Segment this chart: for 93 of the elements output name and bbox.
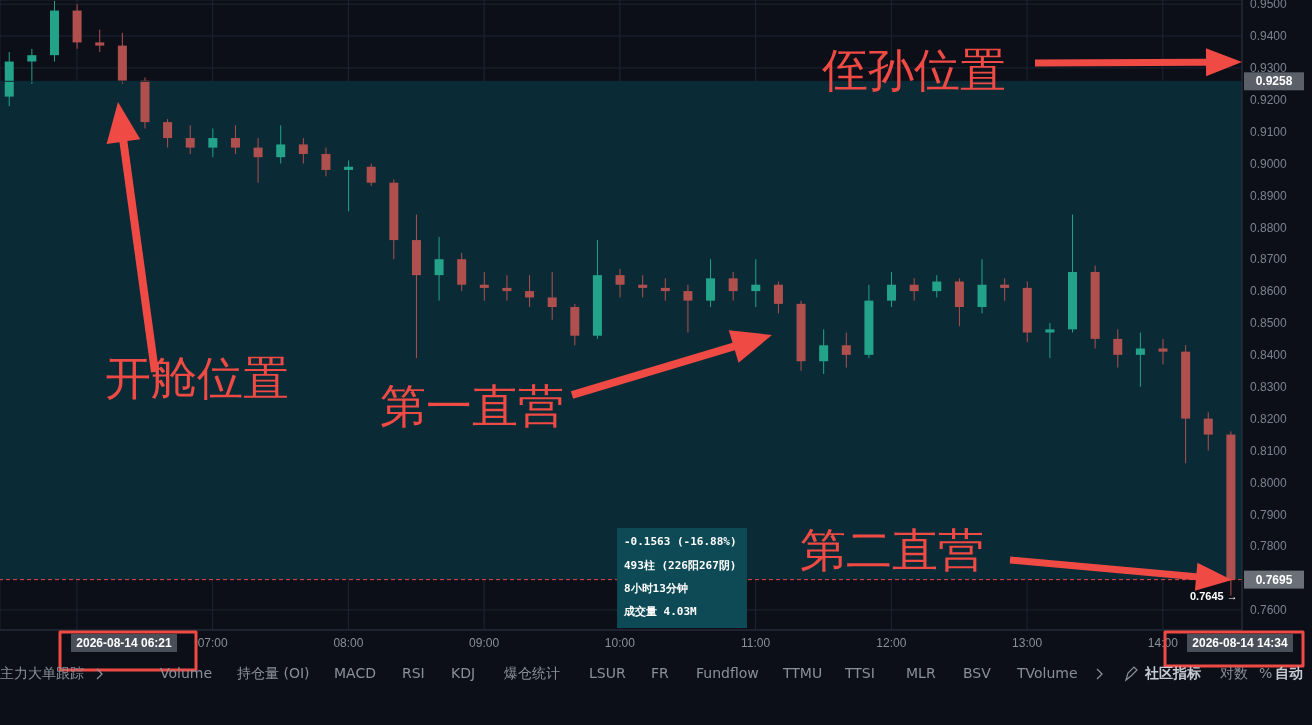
y-tick-label: 0.8900	[1250, 188, 1288, 203]
candlestick	[1000, 277, 1010, 302]
y-tick-label: 0.8300	[1250, 380, 1288, 394]
x-tick-label: 09:00	[469, 635, 500, 650]
candlestick	[185, 124, 195, 155]
y-tick-label: 0.8800	[1250, 220, 1288, 235]
y-tick-label: 0.8700	[1250, 252, 1288, 267]
text: Fundflow	[696, 665, 759, 681]
y-tick-label: 0.8000	[1250, 475, 1288, 490]
candlestick	[321, 147, 331, 177]
candlestick	[1113, 328, 1123, 369]
x-tick-label: 10:00	[604, 635, 636, 650]
annotation: 第二直营	[800, 523, 984, 577]
candlestick	[932, 274, 942, 298]
text: MLR	[906, 665, 936, 681]
y-tick-label: 0.7600	[1250, 603, 1288, 618]
annotation: 开舱位置	[105, 351, 289, 405]
text: BSV	[963, 665, 991, 681]
candlestick	[344, 159, 354, 212]
annotation: 侄孙位置	[822, 43, 1006, 97]
text: 2026-08-14 14:34	[1187, 634, 1293, 652]
y-tick-label: 0.8200	[1250, 411, 1288, 426]
x-tick-label: 11:00	[741, 635, 771, 650]
y-tick-label: 0.8600	[1250, 284, 1288, 299]
text: TVolume	[1017, 665, 1078, 681]
x-tick-label: 08:00	[333, 635, 364, 650]
ref-line-label: 0.7695	[1255, 572, 1293, 587]
text: TTMU	[783, 665, 823, 681]
text: 社区指标	[1145, 665, 1201, 683]
annotation: -0.1563 (-16.88%)	[624, 535, 737, 548]
y-tick-label: 0.9400	[1250, 29, 1288, 44]
candlestick	[887, 271, 897, 308]
y-tick-label: 0.9100	[1250, 124, 1288, 139]
candlestick	[27, 48, 37, 85]
candlestick	[276, 124, 286, 165]
candlestick	[547, 271, 557, 321]
y-tick-label: 0.7800	[1250, 539, 1288, 554]
x-tick-label: 13:00	[1012, 635, 1043, 650]
candlestick	[479, 271, 489, 302]
text: LSUR	[589, 665, 626, 681]
text: 自动	[1275, 665, 1303, 683]
text: FR	[651, 665, 669, 681]
candlestick	[615, 268, 625, 298]
candlestick	[773, 281, 783, 314]
annotation: 8小时13分钟	[624, 581, 688, 596]
y-tick-label: 0.7900	[1250, 507, 1288, 522]
y-tick-label: 0.8400	[1250, 348, 1288, 363]
candlestick	[660, 277, 670, 302]
candlestick	[230, 124, 240, 155]
candlestick	[253, 137, 263, 184]
ref-line-label: 0.9258	[1255, 74, 1293, 89]
candlestick	[1203, 411, 1213, 451]
annotation: 成交量 4.03M	[624, 604, 697, 619]
candlestick	[298, 137, 308, 165]
candlestick	[706, 258, 716, 308]
candlestick	[1045, 322, 1055, 359]
candlestick	[728, 271, 738, 302]
candlestick	[751, 258, 761, 308]
x-tick-label: 07:00	[197, 635, 228, 650]
text: 爆仓统计	[504, 665, 560, 683]
candlestick	[841, 332, 851, 369]
text: KDJ	[451, 665, 476, 681]
text: MACD	[334, 665, 376, 681]
annotation: 0.7645 →	[1190, 590, 1238, 602]
candlestick	[163, 118, 173, 149]
annotation: 493柱 (226阳267阴)	[624, 558, 737, 573]
candlestick	[208, 127, 218, 158]
text: 对数	[1220, 665, 1248, 683]
x-tick-label: 12:00	[876, 635, 907, 650]
y-tick-label: 0.8100	[1250, 443, 1288, 458]
candlestick	[683, 284, 693, 334]
candlestick	[819, 328, 829, 375]
y-tick-label: 0.9200	[1250, 93, 1288, 108]
text: RSI	[402, 665, 425, 681]
y-tick-label: 0.9300	[1250, 61, 1288, 76]
text: 2026-08-14 06:21	[71, 634, 177, 652]
candlestick	[502, 274, 512, 302]
candlestick	[1158, 338, 1168, 365]
annotation: 第一直营	[380, 379, 564, 433]
y-tick-label: 0.9500	[1250, 0, 1288, 12]
candlestick	[909, 277, 919, 302]
candlestick	[977, 258, 987, 314]
y-tick-label: 0.8500	[1250, 316, 1288, 331]
candlestick	[95, 29, 105, 53]
text: %	[1259, 665, 1273, 681]
text: 持仓量 (OI)	[237, 665, 310, 683]
candlestick	[525, 274, 535, 308]
candlestick	[434, 236, 444, 302]
candlestick	[366, 163, 376, 187]
text: TTSI	[845, 665, 875, 681]
y-tick-label: 0.9000	[1250, 156, 1288, 171]
candlestick	[1135, 332, 1145, 388]
candlestick	[638, 274, 648, 298]
